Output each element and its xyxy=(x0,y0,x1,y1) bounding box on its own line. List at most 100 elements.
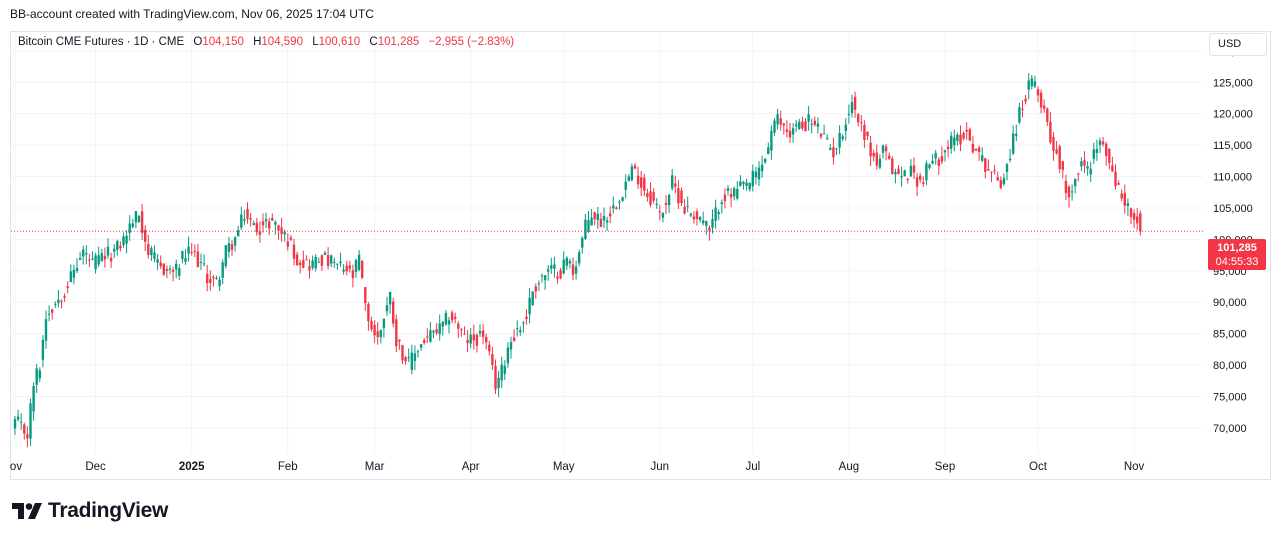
candle-body[interactable] xyxy=(559,270,562,279)
candle-body[interactable] xyxy=(1012,133,1015,154)
candle-body[interactable] xyxy=(959,134,962,145)
candle-body[interactable] xyxy=(156,259,159,263)
candle-body[interactable] xyxy=(255,222,258,233)
candle-body[interactable] xyxy=(1080,161,1083,167)
candle-body[interactable] xyxy=(382,318,386,328)
candle-body[interactable] xyxy=(733,188,736,197)
candle-body[interactable] xyxy=(760,164,764,172)
candle-body[interactable] xyxy=(286,241,289,247)
candle-body[interactable] xyxy=(711,219,714,228)
candle-body[interactable] xyxy=(822,133,826,135)
candle-body[interactable] xyxy=(1055,149,1058,154)
candle-body[interactable] xyxy=(618,201,621,203)
candle-body[interactable] xyxy=(516,328,519,330)
candle-body[interactable] xyxy=(78,257,82,260)
candle-body[interactable] xyxy=(240,214,243,228)
candle-body[interactable] xyxy=(116,240,119,250)
candle-body[interactable] xyxy=(801,121,804,129)
candle-body[interactable] xyxy=(26,434,29,439)
candle-body[interactable] xyxy=(919,175,922,180)
candle-body[interactable] xyxy=(454,316,457,319)
candle-body[interactable] xyxy=(1139,213,1142,232)
candle-body[interactable] xyxy=(953,137,956,146)
candle-body[interactable] xyxy=(392,301,395,324)
candle-body[interactable] xyxy=(342,269,345,272)
chart-pane[interactable] xyxy=(10,31,1271,480)
candle-body[interactable] xyxy=(23,424,26,434)
candle-body[interactable] xyxy=(1126,203,1130,207)
candle-body[interactable] xyxy=(547,269,550,272)
candle-body[interactable] xyxy=(962,132,965,139)
candle-body[interactable] xyxy=(875,152,878,166)
candle-body[interactable] xyxy=(860,122,863,124)
candle-body[interactable] xyxy=(317,261,320,263)
candle-body[interactable] xyxy=(1043,105,1046,109)
candle-body[interactable] xyxy=(122,236,125,246)
candle-body[interactable] xyxy=(686,205,689,207)
candle-body[interactable] xyxy=(69,271,72,283)
candle-body[interactable] xyxy=(175,263,178,270)
candle-body[interactable] xyxy=(264,219,268,222)
candle-body[interactable] xyxy=(209,279,212,283)
candle-body[interactable] xyxy=(212,276,215,279)
candle-body[interactable] xyxy=(32,386,35,412)
candle-body[interactable] xyxy=(773,120,776,133)
candle-body[interactable] xyxy=(863,125,866,140)
candle-body[interactable] xyxy=(841,136,844,140)
candle-body[interactable] xyxy=(326,255,330,266)
candle-body[interactable] xyxy=(1095,148,1099,154)
candle-body[interactable] xyxy=(981,155,984,161)
candle-body[interactable] xyxy=(184,258,187,262)
candle-body[interactable] xyxy=(466,339,469,344)
candle-body[interactable] xyxy=(1120,193,1123,199)
candle-body[interactable] xyxy=(221,262,224,278)
candle-body[interactable] xyxy=(534,286,537,292)
candle-body[interactable] xyxy=(1083,160,1086,166)
candle-body[interactable] xyxy=(940,156,944,162)
candle-body[interactable] xyxy=(277,225,280,231)
candle-body[interactable] xyxy=(943,150,947,153)
candle-body[interactable] xyxy=(562,259,565,274)
candle-body[interactable] xyxy=(361,260,364,278)
candle-body[interactable] xyxy=(714,207,717,221)
candle-body[interactable] xyxy=(97,255,100,265)
candle-body[interactable] xyxy=(664,203,668,205)
candle-body[interactable] xyxy=(423,340,426,343)
candle-body[interactable] xyxy=(646,193,649,197)
candle-body[interactable] xyxy=(47,313,51,315)
candle-body[interactable] xyxy=(187,246,190,254)
candle-body[interactable] xyxy=(807,114,810,122)
candle-body[interactable] xyxy=(720,202,723,205)
candle-body[interactable] xyxy=(1024,98,1027,102)
candle-body[interactable] xyxy=(88,259,91,261)
candle-body[interactable] xyxy=(1033,81,1037,87)
candle-body[interactable] xyxy=(119,245,122,249)
candle-body[interactable] xyxy=(364,287,367,304)
candle-body[interactable] xyxy=(16,416,20,420)
candle-body[interactable] xyxy=(705,221,708,226)
candle-body[interactable] xyxy=(491,354,494,365)
candle-body[interactable] xyxy=(472,334,475,341)
candle-body[interactable] xyxy=(702,220,705,224)
candle-body[interactable] xyxy=(813,120,816,125)
candle-body[interactable] xyxy=(826,138,829,140)
candle-body[interactable] xyxy=(280,227,283,235)
candle-body[interactable] xyxy=(150,248,153,256)
candle-body[interactable] xyxy=(373,324,376,336)
candle-body[interactable] xyxy=(388,291,392,305)
candle-body[interactable] xyxy=(723,194,727,202)
candle-body[interactable] xyxy=(857,114,860,123)
candle-body[interactable] xyxy=(689,213,692,216)
candle-body[interactable] xyxy=(410,352,413,370)
candle-body[interactable] xyxy=(305,259,308,261)
candle-body[interactable] xyxy=(419,344,423,348)
candle-body[interactable] xyxy=(729,194,733,198)
candle-body[interactable] xyxy=(469,334,472,344)
candle-body[interactable] xyxy=(556,276,559,279)
candle-body[interactable] xyxy=(528,297,531,315)
candle-body[interactable] xyxy=(463,333,466,335)
candle-body[interactable] xyxy=(447,320,451,325)
candle-body[interactable] xyxy=(159,262,162,267)
candle-body[interactable] xyxy=(599,218,603,227)
candle-body[interactable] xyxy=(1039,92,1043,108)
